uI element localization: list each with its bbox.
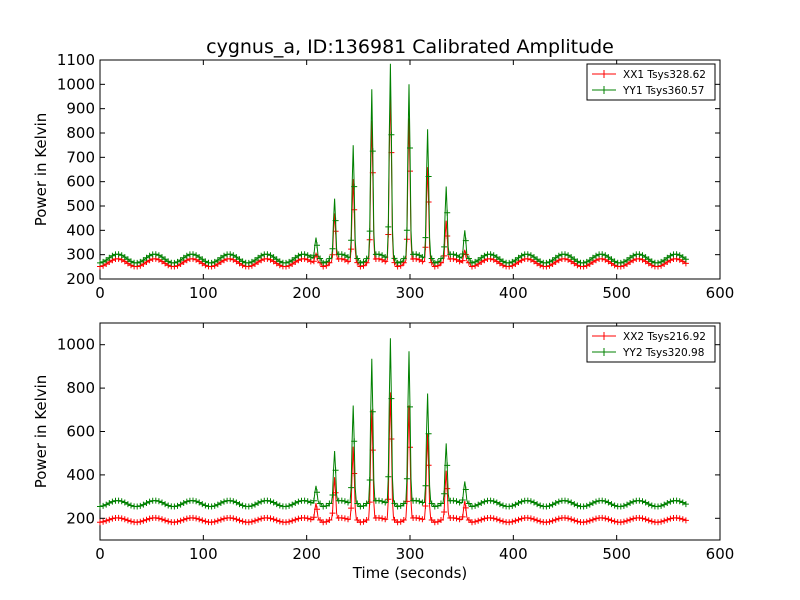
top-series-0-markers — [97, 149, 689, 270]
top-x-tick-label: 600 — [706, 284, 735, 302]
legend-label-yy2: YY2 Tsys320.98 — [622, 347, 704, 359]
legend-label-xx2: XX2 Tsys216.92 — [623, 331, 706, 343]
legend-marker-yy1 — [600, 86, 608, 94]
bottom-y-tick-label: 800 — [66, 379, 95, 397]
bottom-x-tick-label: 600 — [706, 545, 735, 563]
top-x-tick-label: 100 — [189, 284, 218, 302]
top-y-tick-label: 200 — [66, 270, 95, 288]
legend-marker-yy2 — [600, 348, 608, 356]
top-y-tick-label: 1000 — [57, 75, 95, 93]
bottom-legend-box — [586, 325, 716, 363]
top-y-tick-label: 900 — [66, 100, 95, 118]
bottom-x-tick-label: 100 — [189, 545, 218, 563]
bottom-y-tick-label: 600 — [66, 423, 95, 441]
top-panel: 0 100 200 300 400 500 600 200 300 400 500 600 700 800… — [32, 51, 734, 302]
bottom-series-layer — [97, 338, 689, 526]
legend-marker-xx2 — [600, 332, 608, 340]
bottom-series-0-markers — [97, 436, 689, 526]
top-x-tick-label: 200 — [292, 284, 321, 302]
top-y-tick-label: 700 — [66, 148, 95, 166]
bottom-series-1-line — [99, 338, 687, 508]
top-x-tick-label: 500 — [602, 284, 631, 302]
bottom-y-tick-label: 200 — [66, 509, 95, 527]
top-legend: XX1 Tsys328.62 YY1 Tsys360.57 — [586, 63, 716, 101]
top-y-axis-label: Power in Kelvin — [32, 113, 50, 227]
bottom-x-tick-label: 300 — [396, 545, 425, 563]
top-x-tick-label: 0 — [95, 284, 105, 302]
top-legend-box — [586, 63, 716, 101]
top-y-tick-label: 300 — [66, 246, 95, 264]
top-series-1-line — [99, 63, 687, 264]
bottom-legend: XX2 Tsys216.92 YY2 Tsys320.98 — [586, 325, 716, 363]
bottom-series-1-markers — [97, 395, 689, 510]
bottom-x-axis-label: Time (seconds) — [352, 564, 468, 582]
top-y-tick-label: 600 — [66, 173, 95, 191]
top-y-tick-label: 400 — [66, 221, 95, 239]
bottom-panel: 0 100 200 300 400 500 600 200 400 600 800 1000 Powe… — [32, 322, 735, 582]
bottom-x-tick-label: 400 — [499, 545, 528, 563]
bottom-x-tick-label: 0 — [95, 545, 105, 563]
bottom-axis-ticks: 0 100 200 300 400 500 600 200 400 600 800 1000 — [57, 323, 735, 563]
top-x-tick-label: 400 — [499, 284, 528, 302]
legend-label-yy1: YY1 Tsys360.57 — [622, 85, 704, 97]
top-y-tick-label: 800 — [66, 124, 95, 142]
chart-title: cygnus_a, ID:136981 Calibrated Amplitude — [206, 36, 614, 58]
bottom-y-tick-label: 1000 — [57, 336, 95, 354]
legend-marker-xx1 — [600, 70, 608, 78]
top-x-tick-label: 300 — [396, 284, 425, 302]
bottom-x-tick-label: 200 — [292, 545, 321, 563]
top-y-tick-label: 500 — [66, 197, 95, 215]
top-series-1-markers — [97, 131, 689, 266]
top-y-tick-label: 1100 — [57, 51, 95, 69]
top-axis-ticks: 0 100 200 300 400 500 600 200 300 400 500 600 700 800… — [57, 51, 735, 302]
bottom-y-axis-label: Power in Kelvin — [32, 375, 50, 489]
bottom-x-tick-label: 500 — [602, 545, 631, 563]
legend-label-xx1: XX1 Tsys328.62 — [623, 69, 706, 81]
top-series-layer — [97, 63, 689, 270]
bottom-y-tick-label: 400 — [66, 466, 95, 484]
